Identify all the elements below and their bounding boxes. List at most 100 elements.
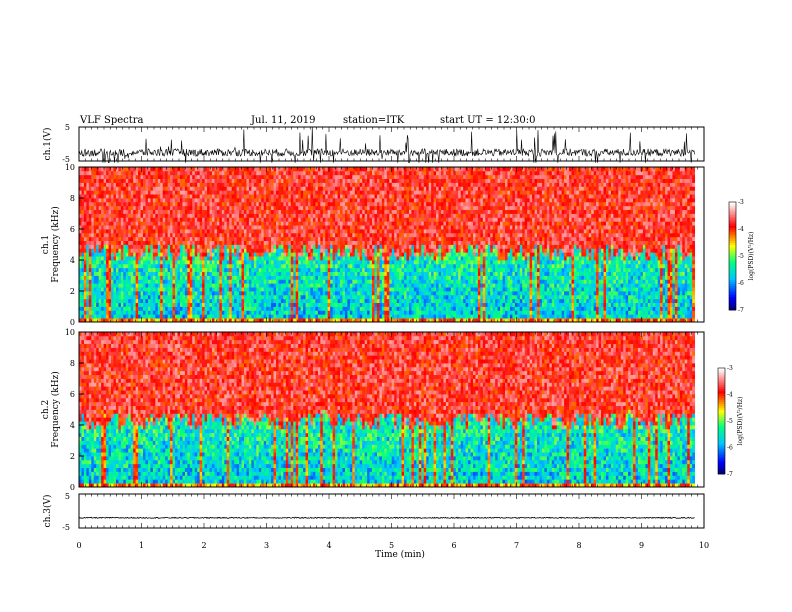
spectrogram-cell <box>359 260 363 265</box>
spectrogram-cell <box>184 209 188 214</box>
spectrogram-cell <box>202 232 205 238</box>
spectrogram-cell <box>170 248 173 253</box>
spectrogram-cell <box>123 287 127 292</box>
spectrogram-cell <box>229 232 233 238</box>
spectrogram-cell <box>170 260 173 265</box>
spectrogram-cell <box>312 221 316 226</box>
spectrogram-cell <box>298 256 302 261</box>
spectrogram-cell <box>332 201 336 207</box>
spectrogram-cell <box>226 236 230 242</box>
spectrogram-cell <box>278 279 282 284</box>
spectrogram-cell <box>234 198 237 203</box>
spectrogram-cell <box>243 232 247 238</box>
spectrogram-cell <box>241 318 245 323</box>
spectrogram-cell <box>332 302 336 307</box>
spectrogram-cell <box>79 221 82 226</box>
spectrogram-cell <box>162 275 166 280</box>
spectrogram-cell <box>322 221 326 226</box>
spectrogram-cell <box>258 217 262 222</box>
spectrogram-cell <box>187 260 191 265</box>
spectrogram-cell <box>194 267 198 273</box>
spectrogram-cell <box>229 178 233 183</box>
spectrogram-cell <box>256 217 260 222</box>
spectrogram-cell <box>106 298 109 304</box>
spectrogram-cell <box>155 198 159 203</box>
spectrogram-cell <box>234 209 237 214</box>
spectrogram-cell <box>209 209 213 214</box>
spectrogram-cell <box>308 310 311 315</box>
spectrogram-cell <box>147 205 151 211</box>
spectrogram-cell <box>261 294 265 300</box>
spectrogram-cell <box>145 178 149 183</box>
spectrogram-cell <box>317 275 321 280</box>
spectrogram-cell <box>145 217 149 222</box>
spectrogram-cell <box>273 310 277 315</box>
spectrogram-cell <box>138 217 141 222</box>
spectrogram-cell <box>79 306 82 311</box>
spectrogram-cell <box>271 178 274 183</box>
spectrogram-cell <box>234 201 237 207</box>
spectrogram-cell <box>246 256 250 261</box>
spectrogram-cell <box>384 225 388 230</box>
spectrogram-cell <box>216 314 220 319</box>
spectrogram-cell <box>135 306 139 311</box>
spectrogram-cell <box>303 283 306 288</box>
spectrogram-cell <box>81 275 85 280</box>
spectrogram-cell <box>367 248 370 253</box>
spectrogram-cell <box>157 263 161 269</box>
spectrogram-cell <box>182 314 186 319</box>
spectrogram-cell <box>150 240 154 245</box>
spectrogram-cell <box>359 232 363 238</box>
spectrogram-cell <box>367 294 370 300</box>
spectrogram-cell <box>115 225 119 230</box>
spectrogram-cell <box>130 225 134 230</box>
spectrogram-cell <box>305 198 309 203</box>
spectrogram-cell <box>374 182 378 187</box>
spectrogram-cell <box>150 271 154 276</box>
spectrogram-cell <box>93 229 97 234</box>
spectrogram-cell <box>155 174 159 180</box>
spectrogram-cell <box>369 318 373 323</box>
spectrogram-cell <box>120 240 124 245</box>
spectrogram-cell <box>251 217 255 222</box>
spectrogram-cell <box>246 225 250 230</box>
spectrogram-cell <box>167 267 171 273</box>
spectrogram-cell <box>320 298 324 304</box>
spectrogram-cell <box>86 194 90 199</box>
spectrogram-cell <box>236 209 240 214</box>
spectrogram-cell <box>367 302 370 307</box>
spectrogram-cell <box>155 318 159 323</box>
spectrogram-cell <box>103 279 107 284</box>
spectrogram-cell <box>184 190 188 195</box>
spectrogram-cell <box>256 232 260 238</box>
spectrogram-cell <box>150 248 154 253</box>
spectrogram-cell <box>308 291 311 296</box>
spectrogram-cell <box>93 209 97 214</box>
spectrogram-cell <box>251 170 255 176</box>
spectrogram-cell <box>295 256 299 261</box>
spectrogram-cell <box>108 263 112 269</box>
spectrogram-cell <box>320 225 324 230</box>
spectrogram-cell <box>342 287 346 292</box>
spectrogram-cell <box>192 221 196 226</box>
spectrogram-cell <box>113 205 117 211</box>
spectrogram-cell <box>91 190 95 195</box>
spectrogram-cell <box>214 201 218 207</box>
spectrogram-cell <box>108 221 112 226</box>
spectrogram-cell <box>253 244 257 249</box>
spectrogram-cell <box>224 209 228 214</box>
spectrogram-cell <box>160 314 164 319</box>
spectrogram-cell <box>152 198 156 203</box>
spectrogram-cell <box>172 190 176 195</box>
spectrogram-cell <box>123 291 127 296</box>
spectrogram-cell <box>263 213 267 218</box>
spectrogram-cell <box>118 225 122 230</box>
spectrogram-cell <box>317 291 321 296</box>
spectrogram-cell <box>207 263 210 269</box>
spectrogram-cell <box>115 263 119 269</box>
spectrogram-cell <box>189 256 193 261</box>
spectrogram-cell <box>359 283 363 288</box>
spectrogram-cell <box>155 213 159 218</box>
spectrogram-cell <box>327 225 331 230</box>
spectrogram-cell <box>236 240 240 245</box>
